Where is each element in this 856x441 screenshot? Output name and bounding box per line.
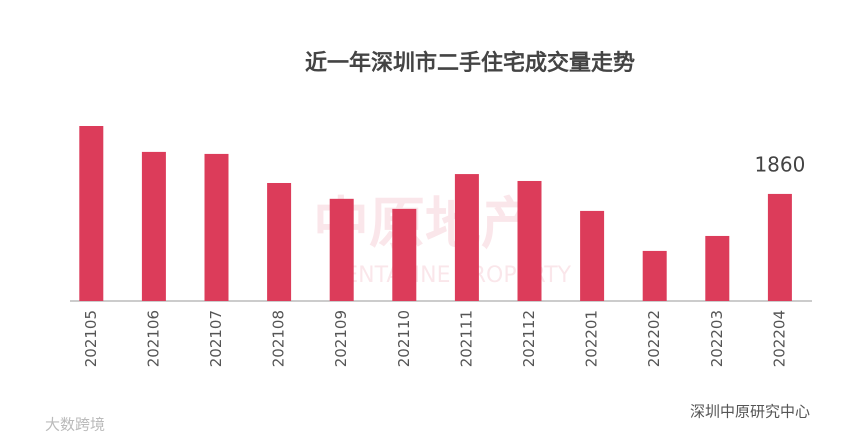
x-tick-label: 202112 <box>520 310 538 367</box>
bar <box>705 235 730 301</box>
x-tick-label: 202201 <box>583 310 601 367</box>
bar <box>329 198 354 301</box>
bar <box>642 250 667 301</box>
x-tick-label: 202110 <box>395 310 413 367</box>
x-tick-label: 202108 <box>270 310 288 367</box>
bar <box>267 182 292 301</box>
x-tick-label: 202105 <box>82 310 100 367</box>
bar <box>204 153 229 301</box>
logo: 大数跨境 <box>45 416 105 434</box>
x-tick-label: 202106 <box>144 310 162 367</box>
bar <box>454 174 479 301</box>
bar <box>392 208 417 301</box>
x-tick-label: 202107 <box>207 310 225 367</box>
x-tick-label: 202109 <box>332 310 350 367</box>
x-tick-label: 202203 <box>708 310 726 367</box>
source: 深圳中原研究中心 <box>690 403 810 421</box>
x-tick-label: 202111 <box>457 310 475 367</box>
bar <box>580 210 605 301</box>
chart-title: 近一年深圳市二手住宅成交量走势 <box>305 50 635 76</box>
x-tick-label: 202202 <box>645 310 663 367</box>
bar <box>517 180 542 301</box>
bar <box>141 151 166 301</box>
x-tick-label: 202204 <box>770 310 788 367</box>
value-label: 1860 <box>754 152 805 176</box>
bar <box>79 126 104 301</box>
bar <box>767 193 792 301</box>
